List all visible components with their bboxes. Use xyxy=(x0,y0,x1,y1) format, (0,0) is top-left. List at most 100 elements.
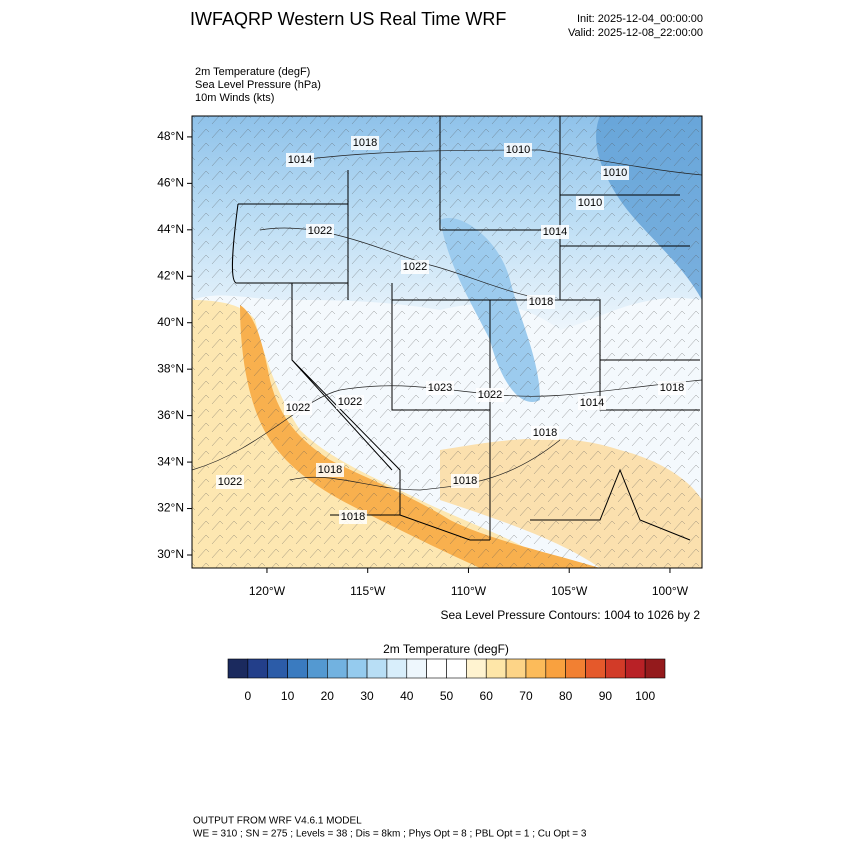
colorbar-box xyxy=(386,658,408,679)
contour-label-box xyxy=(578,396,606,410)
lon-tick-label: 110°W xyxy=(451,584,487,598)
contour-label-box xyxy=(351,136,379,150)
contour-label: 1014 xyxy=(288,154,312,166)
colorbar-box xyxy=(307,658,328,679)
colorbar-tick-label: 90 xyxy=(599,689,613,703)
lon-tick-label: 105°W xyxy=(551,584,588,598)
map-field xyxy=(192,116,702,568)
contour-label: 1010 xyxy=(506,144,530,156)
title: IWFAQRP Western US Real Time WRF xyxy=(190,9,506,29)
colorbar-tick-label: 0 xyxy=(245,689,252,703)
colorbar-title: 2m Temperature (degF) xyxy=(383,642,509,656)
contour-label-box xyxy=(401,260,429,274)
contour-label: 1010 xyxy=(578,197,602,209)
contour-label-box xyxy=(658,381,686,395)
wind-barbs xyxy=(192,116,702,568)
colorbar-box xyxy=(446,658,467,679)
contour-labels: 1014 1018 1010 1010 1010 1014 1022 1022 1018 1023… xyxy=(216,136,686,524)
contour-label-box xyxy=(336,395,364,409)
contour-note: Sea Level Pressure Contours: 1004 to 102… xyxy=(441,608,701,622)
contour-label-box xyxy=(426,381,454,395)
lat-tick-label: 40°N xyxy=(157,315,184,329)
contour-label: 1022 xyxy=(403,261,427,273)
colorbar-box xyxy=(624,658,646,679)
contour-label-box xyxy=(451,474,479,488)
contour-label-box xyxy=(284,401,312,415)
lon-tick-label: 100°W xyxy=(652,584,689,598)
contour-label: 1022 xyxy=(308,225,332,237)
contour-label: 1014 xyxy=(580,397,604,409)
colorbar-box xyxy=(505,658,527,679)
lat-tick-label: 34°N xyxy=(157,454,184,468)
lon-tick-label: 120°W xyxy=(249,584,286,598)
contour-label: 1014 xyxy=(543,226,567,238)
colorbar-tick-label: 80 xyxy=(559,689,573,703)
contour-label-box xyxy=(216,475,244,489)
field-label: 10m Winds (kts) xyxy=(195,92,274,104)
colorbar-box xyxy=(247,658,269,679)
colorbar-box xyxy=(426,658,447,679)
lat-tick-label: 36°N xyxy=(157,408,184,422)
contour-label: 1010 xyxy=(603,167,627,179)
lon-tick-label: 115°W xyxy=(350,584,386,598)
contour-label: 1018 xyxy=(318,464,342,476)
colorbar-tick-label: 60 xyxy=(480,689,494,703)
colorbar-box xyxy=(605,658,626,679)
colorbar-box xyxy=(267,658,288,679)
contour-label-box xyxy=(286,153,314,167)
contour-label: 1022 xyxy=(338,396,362,408)
contour-label-box xyxy=(527,295,555,309)
contour-label: 1018 xyxy=(453,475,477,487)
contour-label: 1018 xyxy=(660,382,684,394)
field-label: 2m Temperature (degF) xyxy=(195,66,310,78)
lat-tick-label: 48°N xyxy=(157,129,184,143)
contour-label: 1022 xyxy=(218,476,242,488)
lat-tick-label: 42°N xyxy=(157,268,184,282)
colorbar-box xyxy=(644,658,666,679)
colorbar-box xyxy=(545,658,566,679)
contour-label: 1023 xyxy=(428,382,452,394)
colorbar-box xyxy=(327,658,348,679)
lat-tick-label: 30°N xyxy=(157,547,184,561)
contour-label-box xyxy=(476,388,504,402)
colorbar-box xyxy=(525,658,547,679)
colorbar-box xyxy=(366,658,388,679)
colorbar-tick-label: 50 xyxy=(440,689,454,703)
contour-label: 1022 xyxy=(478,389,502,401)
colorbar: 0 10 20 30 40 50 60 70 80 90 100 xyxy=(227,658,666,703)
contour-label-box xyxy=(541,225,569,239)
colorbar-box xyxy=(287,658,308,679)
footer-line: OUTPUT FROM WRF V4.6.1 MODEL xyxy=(193,816,362,827)
lat-tick-label: 38°N xyxy=(157,361,184,375)
contour-label-box xyxy=(576,196,604,210)
lat-tick-label: 32°N xyxy=(157,501,184,515)
colorbar-tick-label: 10 xyxy=(281,689,295,703)
colorbar-box xyxy=(565,658,586,679)
colorbar-tick-label: 70 xyxy=(519,689,533,703)
valid-time: Valid: 2025-12-08_22:00:00 xyxy=(568,27,703,39)
colorbar-tick-label: 100 xyxy=(635,689,655,703)
lat-tick-label: 44°N xyxy=(157,222,184,236)
contour-label-box xyxy=(316,463,344,477)
colorbar-box xyxy=(485,658,507,679)
colorbar-tick-label: 20 xyxy=(321,689,335,703)
contour-label-box xyxy=(306,224,334,238)
map-axes: 30°N 32°N 34°N 36°N 38°N 40°N 42°N 44°N 46°N 48°N… xyxy=(157,129,689,598)
footer-line: WE = 310 ; SN = 275 ; Levels = 38 ; Dis … xyxy=(193,829,587,840)
contour-label-box xyxy=(531,426,559,440)
contour-label: 1018 xyxy=(353,137,377,149)
contour-label: 1018 xyxy=(533,427,557,439)
map-frame xyxy=(191,115,703,569)
colorbar-box xyxy=(585,658,606,679)
contour-label: 1022 xyxy=(286,402,310,414)
state-borders xyxy=(231,116,700,541)
contour-label: 1018 xyxy=(529,296,553,308)
contour-label-box xyxy=(339,510,367,524)
lat-tick-label: 46°N xyxy=(157,176,184,190)
contour-label: 1018 xyxy=(341,511,365,523)
colorbar-box xyxy=(346,658,368,679)
colorbar-box xyxy=(227,658,249,679)
colorbar-box xyxy=(406,658,427,679)
contour-label-box xyxy=(504,143,532,157)
